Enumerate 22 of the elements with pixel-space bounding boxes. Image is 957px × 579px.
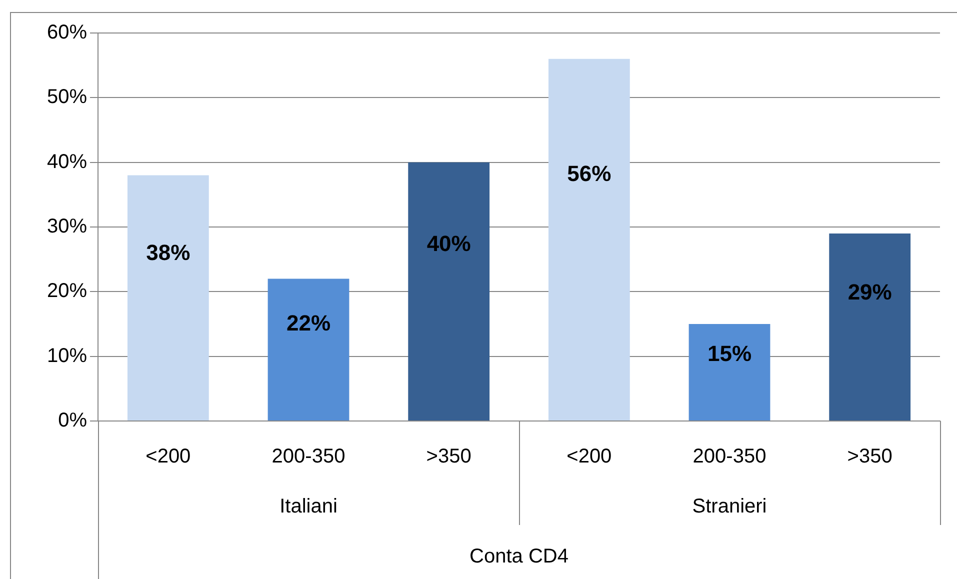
- x-tick-label: >350: [847, 446, 892, 468]
- x-tick-label: 200-350: [272, 446, 346, 468]
- data-label: 15%: [707, 341, 752, 366]
- data-label: 22%: [286, 310, 331, 336]
- y-tick-label: 60%: [46, 22, 88, 44]
- y-tick-label: 0%: [58, 410, 88, 432]
- x-tick-label: <200: [566, 446, 612, 468]
- data-label: 29%: [848, 280, 892, 305]
- y-tick-label: 40%: [46, 150, 88, 173]
- y-tick-label: 30%: [46, 216, 88, 238]
- x-axis-title: Conta CD4: [470, 546, 568, 568]
- y-tick-label: 20%: [46, 280, 88, 302]
- y-tick-label: 50%: [46, 86, 88, 108]
- text: Italiani: [280, 496, 338, 518]
- data-label: 38%: [146, 240, 190, 265]
- text: Stranieri: [692, 496, 767, 518]
- x-tick-label: <200: [146, 446, 191, 468]
- data-label: 40%: [426, 231, 471, 256]
- data-label: 56%: [567, 160, 612, 186]
- x-tick-label: >350: [426, 446, 472, 468]
- y-tick-label: 10%: [46, 344, 88, 367]
- x-tick-label: 200-350: [692, 446, 766, 468]
